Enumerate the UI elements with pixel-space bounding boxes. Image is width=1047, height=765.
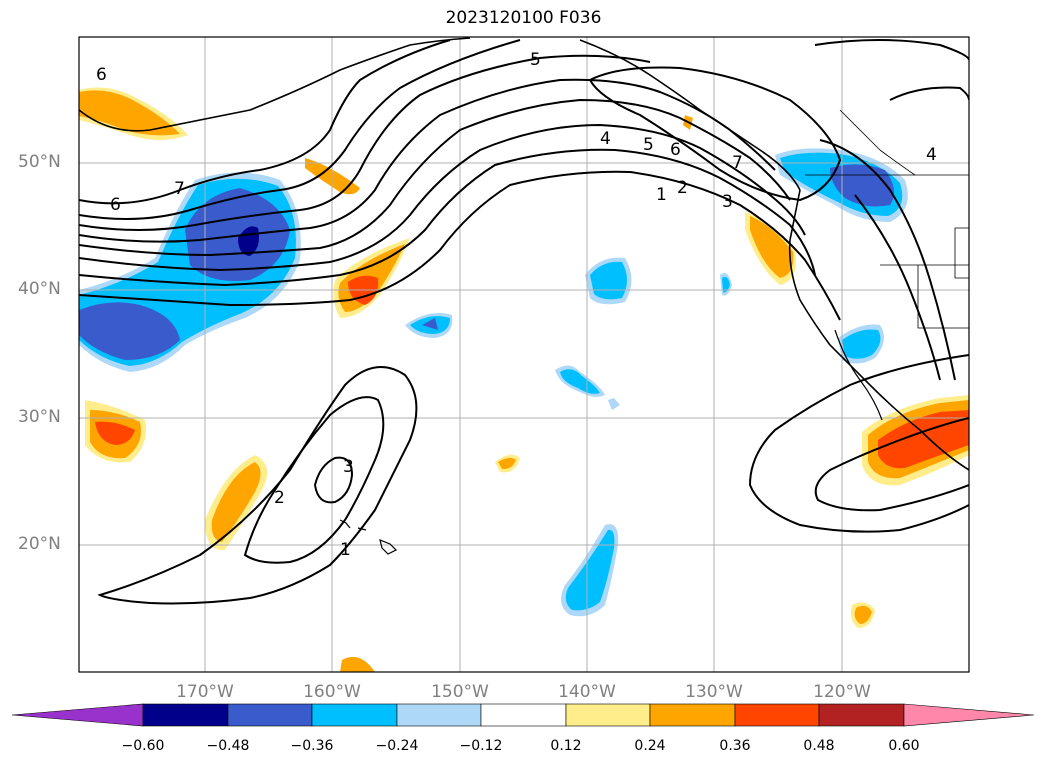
map-frame: [78, 36, 970, 673]
contour-label: 6: [110, 195, 121, 215]
colorbar-tick: 0.60: [888, 738, 920, 754]
contour-labels: 6 5 7 6 4 5 6 7 1 2 3 4 3 2 1: [96, 50, 937, 560]
map-title: 2023120100 F036: [445, 8, 602, 28]
contour-label: 5: [643, 135, 654, 155]
colorbar-tick: −0.24: [375, 738, 419, 754]
lat-label: 30°N: [18, 407, 61, 427]
colorbar-tick: −0.60: [121, 738, 165, 754]
contour-label: 7: [174, 179, 185, 199]
lat-label: 40°N: [18, 279, 61, 299]
contour-se-1: [748, 354, 969, 533]
lat-label: 50°N: [18, 152, 61, 172]
colorbar-tick: −0.12: [459, 738, 503, 754]
colorbar-tick: −0.36: [290, 738, 334, 754]
colorbar: [11, 703, 1035, 727]
lon-label: 130°W: [685, 682, 743, 702]
contour-east-loop: [588, 66, 842, 202]
contour-label: 1: [656, 185, 667, 205]
borders: [805, 109, 969, 329]
contour-label: 4: [600, 129, 611, 149]
colorbar-tick: −0.48: [206, 738, 250, 754]
lon-label: 150°W: [431, 682, 489, 702]
lon-label: 120°W: [813, 682, 871, 702]
contour-label: 6: [670, 140, 681, 160]
contour-low-1: [97, 366, 418, 605]
contour-label: 3: [722, 192, 733, 212]
contour-low-2: [243, 396, 385, 564]
contour-label: 2: [677, 178, 688, 198]
colorbar-tick: 0.36: [719, 738, 751, 754]
contour-low-3: [313, 456, 354, 504]
colorbar-tick: 0.48: [803, 738, 835, 754]
colorbar-extend-high: [903, 703, 1035, 727]
lon-label: 140°W: [558, 682, 616, 702]
lon-label: 160°W: [303, 682, 361, 702]
map-area: 6 5 7 6 4 5 6 7 1 2 3 4 3 2 1: [79, 37, 969, 672]
contour-label: 5: [530, 50, 541, 70]
contour-se-2: [814, 417, 969, 512]
na-west-coast: [788, 189, 969, 471]
colorbar-tick: 0.24: [634, 738, 666, 754]
alaska-coast: [79, 37, 471, 132]
contour-label: 1: [340, 540, 351, 560]
contour-label: 6: [96, 65, 107, 85]
height-contours: [79, 39, 969, 605]
contour-label: 3: [343, 457, 354, 477]
contour-label: 7: [732, 153, 743, 173]
colorbar-extend-low: [11, 703, 144, 727]
graticule: [79, 37, 969, 672]
contour-label: 4: [926, 145, 937, 165]
lat-label: 20°N: [18, 534, 61, 554]
colorbar-tick: 0.12: [550, 738, 582, 754]
anomaly-shading: [79, 87, 969, 672]
contour-label: 2: [274, 488, 285, 508]
lon-label: 170°W: [176, 682, 234, 702]
